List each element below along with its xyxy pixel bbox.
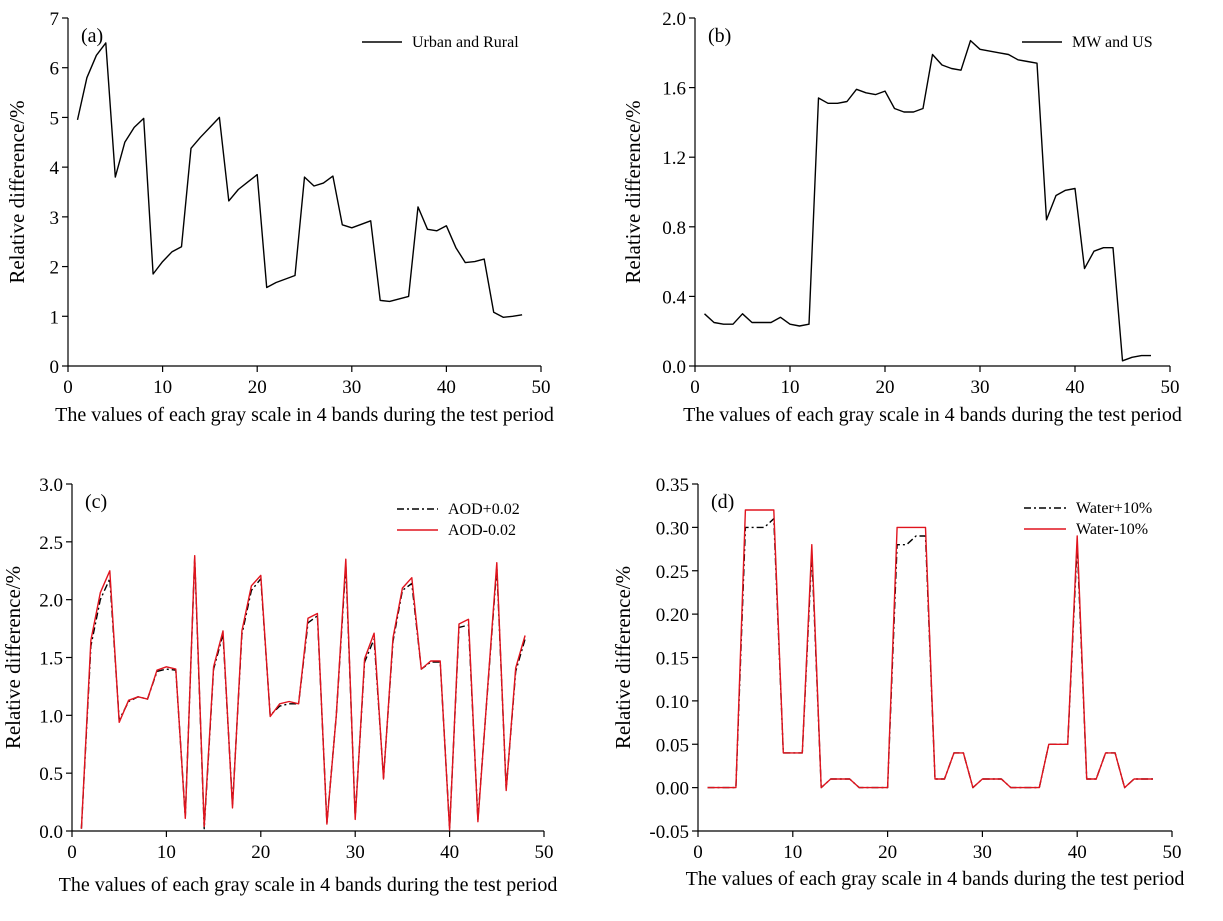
x-tick-label: 20 <box>876 377 895 398</box>
y-tick-label: 1.5 <box>39 649 63 670</box>
y-tick-label: 0.0 <box>39 822 63 843</box>
x-tick-label: 10 <box>781 377 800 398</box>
x-tick-label: 0 <box>693 842 703 863</box>
y-tick-label: 7 <box>50 9 60 30</box>
x-tick-label: 40 <box>440 842 459 863</box>
x-tick-label: 0 <box>63 377 73 398</box>
chart-panel-b: 0 10 20 30 40 50 0.0 0.4 0.8 1.2 1.6 2.0 The values … <box>621 9 1182 426</box>
x-axis-label: The values of each gray scale in 4 bands… <box>55 404 554 426</box>
x-tick-label: 50 <box>535 842 554 863</box>
y-tick-label: 0.5 <box>39 764 63 785</box>
series-line-1 <box>76 42 523 318</box>
y-tick-label: 0.8 <box>662 218 686 239</box>
panel-label: (b) <box>708 25 731 47</box>
y-axis-label: Relative difference/% <box>1 566 25 749</box>
y-tick-label: 0 <box>50 357 60 378</box>
y-tick-label: 3 <box>50 208 60 229</box>
x-axis-label: The values of each gray scale in 4 bands… <box>683 404 1182 426</box>
y-tick-label: 2 <box>50 258 60 279</box>
y-tick-label: 2.5 <box>39 533 63 554</box>
y-tick-label: 0.4 <box>662 287 686 308</box>
x-tick-label: 40 <box>1066 377 1085 398</box>
x-tick-label: 30 <box>973 842 992 863</box>
chart-panel-d: 0 10 20 30 40 50 -0.05 0.00 0.05 0.10 0.15 0.20 0.25… <box>611 475 1184 890</box>
x-tick-label: 30 <box>342 377 361 398</box>
y-tick-label: 0.35 <box>656 475 689 496</box>
y-tick-label: 2.0 <box>662 9 686 30</box>
y-tick-label: 6 <box>50 59 60 80</box>
legend-label: Water+10% <box>1076 500 1152 517</box>
x-tick-label: 40 <box>1068 842 1087 863</box>
x-tick-label: 20 <box>248 377 267 398</box>
y-tick-label: 4 <box>50 158 60 179</box>
y-tick-label: 0.00 <box>656 779 689 800</box>
x-tick-label: 30 <box>346 842 365 863</box>
y-tick-label: 0.20 <box>656 605 689 626</box>
chart-panel-a: 0 10 20 30 40 50 0 1 2 3 4 5 6 7 The values of each gr… <box>5 9 554 426</box>
x-tick-label: 10 <box>153 377 172 398</box>
y-tick-label: 0.10 <box>656 692 689 713</box>
panel-label: (d) <box>711 491 734 513</box>
x-tick-label: 30 <box>971 377 990 398</box>
y-tick-label: 1.6 <box>662 79 686 100</box>
panel-label: (c) <box>85 491 107 513</box>
legend-label: AOD+0.02 <box>448 501 520 518</box>
y-tick-label: 0.15 <box>656 649 689 670</box>
x-axis-label: The values of each gray scale in 4 bands… <box>59 874 558 896</box>
series-line-2 <box>80 555 526 831</box>
y-tick-label: 1 <box>50 307 60 328</box>
panel-label: (a) <box>81 25 103 47</box>
y-tick-label: 1.0 <box>39 706 63 727</box>
x-tick-label: 50 <box>1163 842 1182 863</box>
y-axis-label: Relative difference/% <box>621 100 645 283</box>
y-tick-label: 5 <box>50 108 60 129</box>
y-tick-label: 0.05 <box>656 735 689 756</box>
chart-panel-c: 0 10 20 30 40 50 0.0 0.5 1.0 1.5 2.0 2.5 3.0 The valu… <box>1 475 557 896</box>
x-tick-label: 10 <box>783 842 802 863</box>
x-tick-label: 50 <box>532 377 551 398</box>
legend-label: MW and US <box>1072 34 1153 51</box>
x-axis-label: The values of each gray scale in 4 bands… <box>686 868 1185 890</box>
y-axis-label: Relative difference/% <box>5 100 29 283</box>
y-tick-label: -0.05 <box>649 822 689 843</box>
x-tick-label: 20 <box>251 842 270 863</box>
y-tick-label: 1.2 <box>662 148 686 169</box>
y-tick-label: 0.0 <box>662 357 686 378</box>
series-line-1 <box>704 39 1151 362</box>
x-tick-label: 40 <box>437 377 456 398</box>
x-tick-label: 50 <box>1161 377 1180 398</box>
x-tick-label: 0 <box>67 842 77 863</box>
y-axis-label: Relative difference/% <box>611 566 635 749</box>
x-tick-label: 20 <box>878 842 897 863</box>
legend-label: Urban and Rural <box>412 34 519 51</box>
series-line-1 <box>80 557 526 830</box>
y-tick-label: 0.25 <box>656 562 689 583</box>
y-tick-label: 3.0 <box>39 475 63 496</box>
legend-label: Water-10% <box>1076 521 1148 538</box>
series-line-2 <box>707 509 1153 789</box>
y-tick-label: 0.30 <box>656 518 689 539</box>
x-tick-label: 0 <box>690 377 700 398</box>
x-tick-label: 10 <box>157 842 176 863</box>
y-tick-label: 2.0 <box>39 591 63 612</box>
legend-label: AOD-0.02 <box>448 522 516 539</box>
